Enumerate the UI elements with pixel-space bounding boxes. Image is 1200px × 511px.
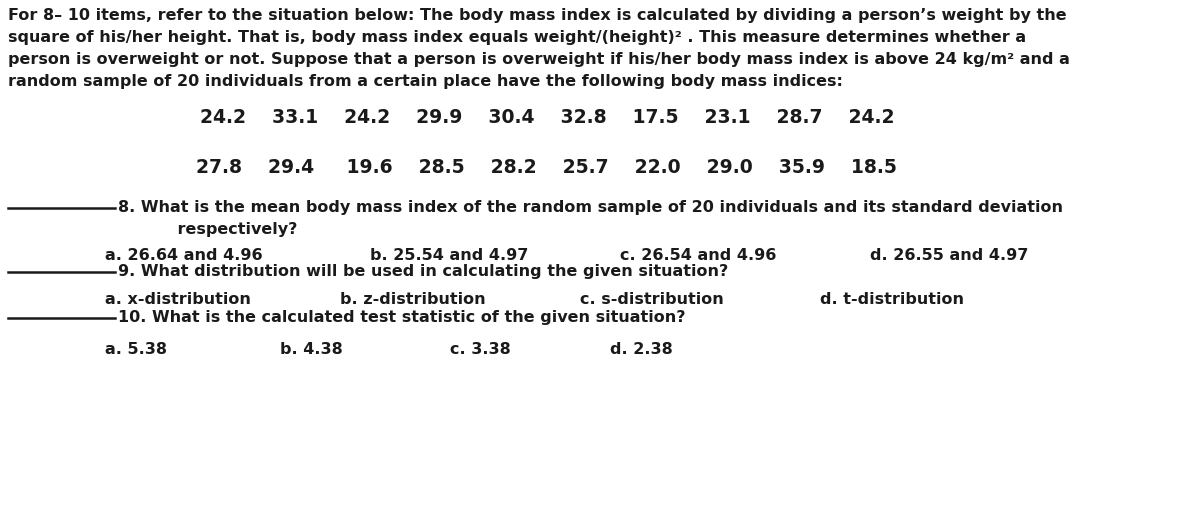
Text: b. z-distribution: b. z-distribution [340,292,486,307]
Text: a. 5.38: a. 5.38 [106,342,167,357]
Text: d. 2.38: d. 2.38 [610,342,673,357]
Text: a. x-distribution: a. x-distribution [106,292,251,307]
Text: person is overweight or not. Suppose that a person is overweight if his/her body: person is overweight or not. Suppose tha… [8,52,1070,67]
Text: d. 26.55 and 4.97: d. 26.55 and 4.97 [870,248,1028,263]
Text: a. 26.64 and 4.96: a. 26.64 and 4.96 [106,248,263,263]
Text: respectively?: respectively? [155,222,298,237]
Text: 10. What is the calculated test statistic of the given situation?: 10. What is the calculated test statisti… [118,310,685,325]
Text: 8. What is the mean body mass index of the random sample of 20 individuals and i: 8. What is the mean body mass index of t… [118,200,1063,215]
Text: c. 26.54 and 4.96: c. 26.54 and 4.96 [620,248,776,263]
Text: c. 3.38: c. 3.38 [450,342,511,357]
Text: random sample of 20 individuals from a certain place have the following body mas: random sample of 20 individuals from a c… [8,74,842,89]
Text: square of his/her height. That is, body mass index equals weight/(height)² . Thi: square of his/her height. That is, body … [8,30,1026,45]
Text: b. 4.38: b. 4.38 [280,342,343,357]
Text: 27.8    29.4     19.6    28.5    28.2    25.7    22.0    29.0    35.9    18.5: 27.8 29.4 19.6 28.5 28.2 25.7 22.0 29.0 … [196,158,896,177]
Text: c. s-distribution: c. s-distribution [580,292,724,307]
Text: For 8– 10 items, refer to the situation below: The body mass index is calculated: For 8– 10 items, refer to the situation … [8,8,1067,23]
Text: 24.2    33.1    24.2    29.9    30.4    32.8    17.5    23.1    28.7    24.2: 24.2 33.1 24.2 29.9 30.4 32.8 17.5 23.1 … [200,108,894,127]
Text: d. t-distribution: d. t-distribution [820,292,964,307]
Text: 9. What distribution will be used in calculating the given situation?: 9. What distribution will be used in cal… [118,264,728,279]
Text: b. 25.54 and 4.97: b. 25.54 and 4.97 [370,248,528,263]
